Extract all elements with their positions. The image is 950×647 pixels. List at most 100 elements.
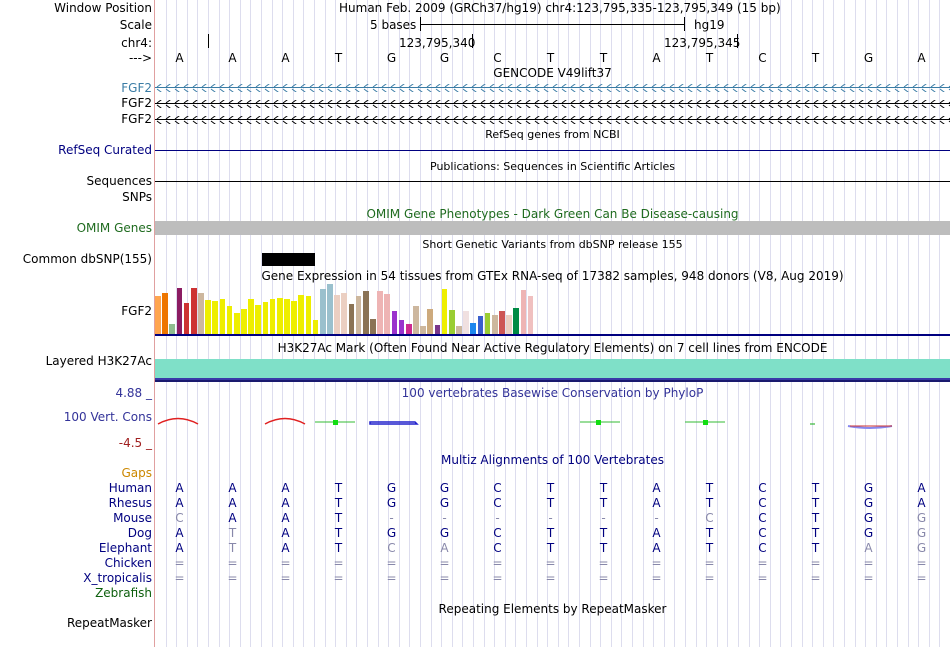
gtex-tissue-bar[interactable] [463, 311, 469, 334]
gtex-tissue-bar[interactable] [405, 324, 412, 334]
species-label-zebrafish[interactable]: Zebrafish [95, 586, 152, 600]
gtex-tissue-bar[interactable] [262, 302, 269, 334]
gtex-tissue-bar[interactable] [341, 293, 348, 334]
publications-sequence-line[interactable] [155, 181, 950, 182]
publications-sequences-label[interactable]: Sequences [86, 174, 152, 188]
alignment-base: C [175, 511, 184, 525]
species-label-chicken[interactable]: Chicken [104, 556, 152, 570]
gtex-tissue-bar[interactable] [291, 301, 297, 334]
gtex-tissue-bar[interactable] [377, 291, 383, 334]
gtex-tissue-bar[interactable] [527, 296, 534, 334]
gtex-tissue-bar[interactable] [155, 296, 161, 334]
gtex-tissue-bar[interactable] [176, 288, 183, 334]
conservation-peak-1 [157, 417, 199, 425]
conservation-min-label: -4.5 _ [118, 436, 152, 450]
species-label-x_tropicalis[interactable]: X_tropicalis [83, 571, 152, 585]
gtex-tissue-bar[interactable] [183, 303, 190, 334]
gencode-row-1-label[interactable]: FGF2 [121, 81, 152, 95]
gtex-tissue-bar[interactable] [312, 320, 319, 334]
gtex-tissue-bar[interactable] [241, 309, 247, 334]
gtex-tissue-bar[interactable] [391, 311, 398, 334]
gtex-tissue-bar[interactable] [484, 313, 491, 334]
gtex-tissue-bar[interactable] [269, 299, 276, 334]
publications-snps-label[interactable]: SNPs [122, 190, 152, 204]
alignment-base: C [758, 541, 767, 555]
gtex-tissue-bar[interactable] [255, 305, 262, 334]
gtex-tissue-bar[interactable] [327, 284, 333, 334]
alignment-base: - [601, 511, 606, 525]
alignment-base: - [654, 511, 659, 525]
omim-feature-bar[interactable] [155, 221, 950, 235]
label-divider[interactable] [154, 0, 155, 647]
gtex-tissue-bar[interactable] [284, 299, 290, 334]
gtex-tissue-bar[interactable] [506, 315, 512, 334]
gtex-tissue-bar[interactable] [334, 295, 340, 334]
gtex-bar-chart[interactable] [155, 284, 535, 334]
gtex-tissue-bar[interactable] [219, 299, 226, 334]
refseq-track-label[interactable]: RefSeq Curated [58, 143, 152, 157]
gtex-tissue-bar[interactable] [276, 298, 283, 334]
gtex-tissue-bar[interactable] [190, 288, 197, 334]
gtex-tissue-bar[interactable] [298, 295, 305, 334]
gtex-tissue-bar[interactable] [420, 326, 426, 334]
gtex-tissue-bar[interactable] [441, 289, 448, 334]
alignment-base: = [863, 556, 874, 570]
gencode-row-3-label[interactable]: FGF2 [121, 112, 152, 126]
gtex-tissue-bar[interactable] [319, 289, 326, 334]
gtex-tissue-bar[interactable] [434, 325, 441, 334]
gencode-transcripts[interactable] [155, 80, 950, 126]
gtex-tissue-bar[interactable] [162, 293, 168, 334]
gtex-tissue-bar[interactable] [427, 309, 434, 334]
gtex-tissue-bar[interactable] [248, 299, 254, 334]
conservation-plot[interactable] [155, 410, 950, 440]
gtex-tissue-bar[interactable] [413, 306, 419, 334]
species-label-mouse[interactable]: Mouse [113, 511, 152, 525]
gtex-tissue-bar[interactable] [370, 319, 376, 334]
h3k27ac-signal[interactable] [155, 359, 950, 378]
gencode-transcript-2[interactable] [155, 100, 950, 108]
gtex-tissue-bar[interactable] [477, 316, 484, 334]
alignment-base: T [811, 541, 820, 555]
gencode-transcript-3[interactable] [155, 116, 950, 124]
species-label-rhesus[interactable]: Rhesus [108, 496, 152, 510]
dbsnp-track-label[interactable]: Common dbSNP(155) [22, 252, 152, 266]
gtex-tissue-bar[interactable] [362, 291, 369, 334]
gtex-tissue-bar[interactable] [456, 326, 462, 334]
repeatmasker-track-label[interactable]: RepeatMasker [66, 616, 152, 630]
gtex-tissue-bar[interactable] [398, 320, 405, 334]
alignment-base: C [758, 496, 767, 510]
gtex-tissue-bar[interactable] [212, 301, 218, 334]
omim-track-label[interactable]: OMIM Genes [76, 221, 152, 235]
species-label-dog[interactable]: Dog [127, 526, 152, 540]
species-label-human[interactable]: Human [108, 481, 152, 495]
dbsnp-track-title: Short Genetic Variants from dbSNP releas… [422, 238, 683, 251]
gtex-tissue-bar[interactable] [169, 324, 175, 334]
gtex-tissue-bar[interactable] [355, 296, 362, 334]
conservation-dip-1 [369, 421, 419, 425]
gtex-tissue-bar[interactable] [198, 293, 204, 334]
gtex-tissue-bar[interactable] [499, 311, 505, 334]
gtex-tissue-bar[interactable] [226, 306, 233, 334]
conservation-track-label[interactable]: 100 Vert. Cons [63, 410, 152, 424]
gtex-tissue-bar[interactable] [470, 323, 477, 334]
h3k27ac-track-label[interactable]: Layered H3K27Ac [45, 354, 152, 368]
gtex-tissue-bar[interactable] [520, 290, 527, 334]
gencode-row-2-label[interactable]: FGF2 [121, 96, 152, 110]
gtex-tissue-bar[interactable] [348, 304, 355, 334]
gtex-tissue-bar[interactable] [305, 296, 312, 334]
gtex-tissue-bar[interactable] [513, 308, 520, 334]
gtex-tissue-bar[interactable] [491, 315, 498, 334]
alignment-base: = [439, 571, 450, 585]
base-12: C [758, 51, 767, 65]
species-label-elephant[interactable]: Elephant [98, 541, 152, 555]
alignment-base: C [493, 496, 502, 510]
conservation-track-title: 100 vertebrates Basewise Conservation by… [401, 386, 704, 400]
refseq-gene-line[interactable] [155, 150, 950, 151]
gtex-track-label[interactable]: FGF2 [121, 304, 152, 318]
dbsnp-variant[interactable] [262, 253, 315, 266]
gtex-tissue-bar[interactable] [205, 300, 211, 334]
gtex-tissue-bar[interactable] [233, 313, 240, 334]
gtex-tissue-bar[interactable] [384, 294, 391, 334]
gencode-transcript-1[interactable] [155, 84, 950, 92]
gtex-tissue-bar[interactable] [448, 310, 455, 334]
